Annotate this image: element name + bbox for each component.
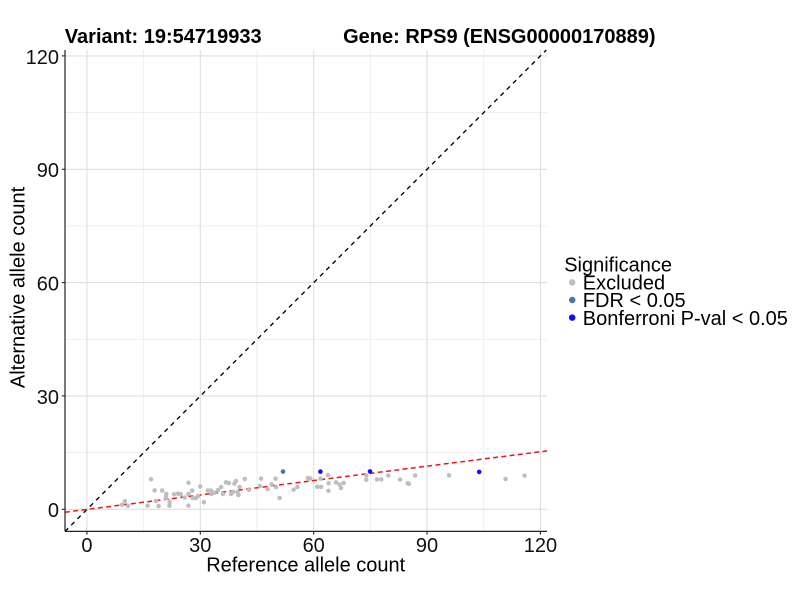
- svg-text:Significance: Significance: [564, 254, 672, 276]
- svg-text:90: 90: [37, 160, 59, 182]
- svg-text:Variant: 19:54719933: Variant: 19:54719933: [65, 26, 262, 48]
- svg-text:Gene: RPS9 (ENSG00000170889): Gene: RPS9 (ENSG00000170889): [343, 26, 655, 48]
- svg-text:30: 30: [37, 387, 59, 409]
- svg-text:Bonferroni P-val < 0.05: Bonferroni P-val < 0.05: [583, 308, 788, 330]
- svg-text:90: 90: [416, 535, 438, 557]
- svg-text:Reference allele count: Reference allele count: [206, 555, 405, 577]
- svg-text:60: 60: [37, 274, 59, 296]
- svg-text:60: 60: [303, 535, 325, 557]
- svg-text:0: 0: [48, 500, 59, 522]
- svg-text:120: 120: [26, 47, 59, 69]
- svg-text:30: 30: [189, 535, 211, 557]
- svg-text:Excluded: Excluded: [583, 273, 665, 295]
- svg-text:FDR < 0.05: FDR < 0.05: [583, 290, 686, 312]
- svg-text:0: 0: [81, 535, 92, 557]
- svg-text:Alternative allele count: Alternative allele count: [8, 186, 30, 388]
- svg-text:120: 120: [524, 535, 557, 557]
